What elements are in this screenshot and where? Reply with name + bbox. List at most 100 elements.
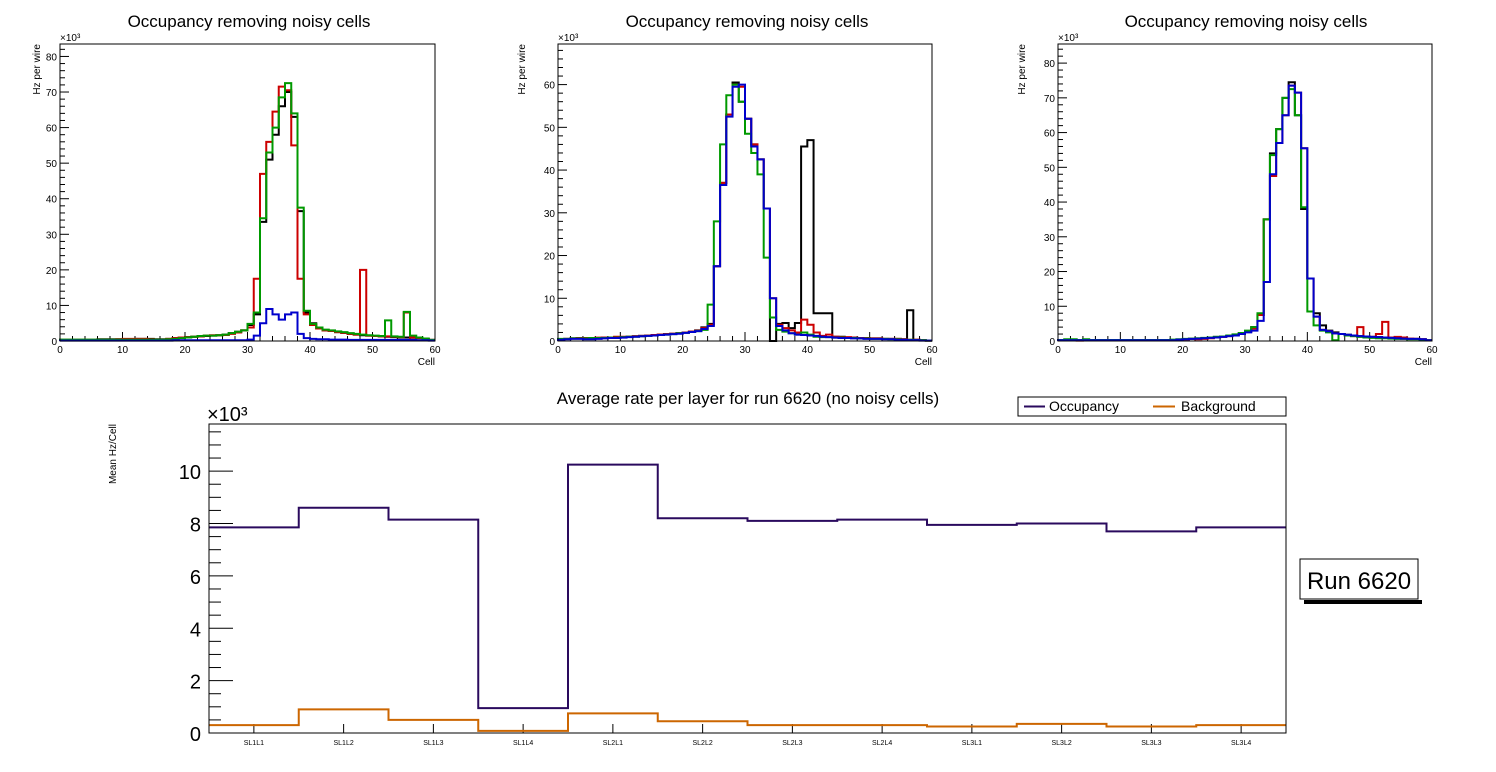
series-red-line (1057, 84, 1432, 342)
x-category-label: SL2L3 (782, 740, 802, 747)
x-tick-label: 40 (304, 345, 316, 356)
series-blue-line (1057, 84, 1432, 342)
y-tick-label: 0 (51, 337, 57, 348)
y-tick-label: 8 (190, 515, 201, 537)
x-category-label: SL1L3 (423, 740, 443, 747)
chart-title: Occupancy removing noisy cells (128, 12, 371, 31)
series-green-line (59, 82, 435, 341)
x-tick-label: 50 (864, 345, 876, 356)
y-multiplier: ×10³ (60, 33, 81, 44)
y-tick-label: 80 (46, 52, 58, 63)
y-tick-label: 40 (1044, 198, 1056, 209)
x-tick-label: 40 (1302, 345, 1314, 356)
y-tick-label: 4 (190, 619, 201, 641)
y-tick-label: 50 (1044, 163, 1056, 174)
chart-title: Average rate per layer for run 6620 (no … (557, 389, 939, 408)
series-green-line (557, 83, 932, 342)
x-category-label: SL3L4 (1231, 740, 1251, 747)
y-tick-label: 50 (544, 123, 556, 134)
run-box-shadow (1304, 600, 1422, 604)
y-tick-label: 30 (544, 209, 556, 220)
plot-frame (1057, 43, 1433, 342)
y-tick-label: 10 (179, 462, 201, 484)
y-tick-label: 30 (1044, 233, 1056, 244)
y-tick-label: 50 (46, 159, 58, 170)
y-tick-label: 20 (46, 266, 58, 277)
x-axis-title: Cell (915, 357, 932, 368)
y-tick-label: 70 (1044, 94, 1056, 105)
y-tick-label: 0 (549, 337, 555, 348)
series-green-line (1057, 88, 1432, 342)
x-tick-label: 20 (677, 345, 689, 356)
x-category-label: SL1L4 (513, 740, 533, 747)
x-tick-label: 60 (1426, 345, 1438, 356)
x-category-label: SL2L1 (603, 740, 623, 747)
x-tick-label: 50 (367, 345, 379, 356)
chart-3: Occupancy removing noisy cells ×10³ Hz per… (1017, 12, 1438, 368)
chart-1: Occupancy removing noisy cells ×10³ Hz per… (32, 12, 441, 368)
x-category-label: SL3L3 (1141, 740, 1161, 747)
y-tick-label: 6 (190, 567, 201, 589)
series-black-line (59, 91, 435, 341)
y-multiplier: ×10³ (558, 33, 579, 44)
x-tick-label: 0 (57, 345, 63, 356)
y-tick-label: 2 (190, 672, 201, 694)
series-occupancy-line (209, 463, 1286, 710)
x-axis-title: Cell (1415, 357, 1432, 368)
plot-frame (208, 423, 1287, 734)
legend-background-label: Background (1181, 398, 1256, 414)
y-tick-label: 10 (1044, 302, 1056, 313)
x-tick-label: 50 (1364, 345, 1376, 356)
y-tick-label: 70 (46, 88, 58, 99)
y-tick-label: 0 (190, 724, 201, 746)
x-category-label: SL2L2 (693, 740, 713, 747)
x-tick-label: 30 (739, 345, 751, 356)
x-tick-label: 20 (1177, 345, 1189, 356)
y-multiplier: ×10³ (1058, 33, 1079, 44)
x-category-label: SL2L4 (872, 740, 892, 747)
y-tick-label: 0 (1049, 337, 1055, 348)
chart-title: Occupancy removing noisy cells (626, 12, 869, 31)
y-tick-label: 60 (544, 81, 556, 92)
y-tick-label: 60 (1044, 129, 1056, 140)
y-axis-title: Hz per wire (517, 44, 528, 95)
y-tick-label: 20 (1044, 268, 1056, 279)
plot-frame (557, 43, 933, 342)
series-background-line (209, 708, 1286, 732)
x-category-label: SL1L2 (334, 740, 354, 747)
x-tick-label: 10 (1115, 345, 1127, 356)
y-tick-label: 10 (544, 294, 556, 305)
x-tick-label: 30 (242, 345, 254, 356)
run-box (1299, 558, 1419, 600)
x-category-label: SL1L1 (244, 740, 264, 747)
y-tick-label: 40 (46, 195, 58, 206)
x-tick-label: 60 (429, 345, 441, 356)
x-tick-label: 30 (1239, 345, 1251, 356)
y-tick-label: 80 (1044, 59, 1056, 70)
legend-box (1017, 396, 1287, 417)
chart-2: Occupancy removing noisy cells ×10³ Hz per… (517, 12, 938, 368)
series-blue-line (557, 83, 932, 342)
y-multiplier: ×10³ (207, 404, 248, 426)
y-axis-title: Hz per wire (1017, 44, 1028, 95)
legend: Occupancy Background (1017, 396, 1287, 417)
x-axis-title: Cell (418, 357, 435, 368)
y-axis-title: Hz per wire (32, 44, 43, 95)
y-tick-label: 10 (46, 301, 58, 312)
y-tick-label: 40 (544, 166, 556, 177)
x-tick-label: 60 (926, 345, 938, 356)
x-tick-label: 40 (802, 345, 814, 356)
x-category-label: SL3L2 (1052, 740, 1072, 747)
series-red-line (59, 85, 435, 341)
chart-title: Occupancy removing noisy cells (1125, 12, 1368, 31)
run-label-box: Run 6620 (1299, 558, 1422, 604)
run-label: Run 6620 (1307, 568, 1411, 595)
x-tick-label: 10 (615, 345, 627, 356)
y-tick-label: 20 (544, 252, 556, 263)
x-category-label: SL3L1 (962, 740, 982, 747)
chart-layer-average: Average rate per layer for run 6620 (no … (108, 389, 1287, 747)
x-tick-label: 10 (117, 345, 129, 356)
y-axis-title: Mean Hz/Cell (108, 424, 119, 484)
plot-frame (59, 43, 436, 342)
